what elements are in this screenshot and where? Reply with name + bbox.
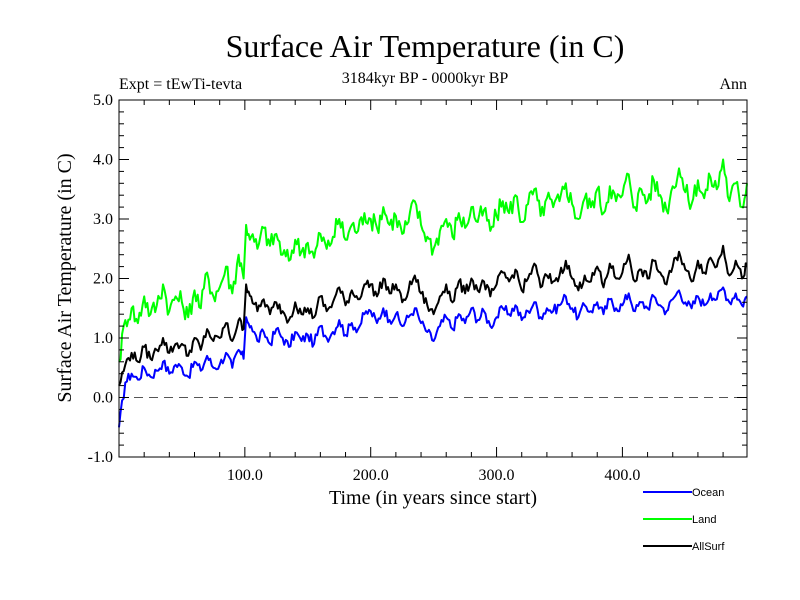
experiment-label: Expt = tEwTi-tevta <box>119 76 242 93</box>
y-tick-label: 0.0 <box>93 390 113 407</box>
y-tick-label: 2.0 <box>93 271 113 288</box>
legend-label-land: Land <box>692 514 716 526</box>
plot-frame <box>118 99 748 458</box>
plot-series <box>118 158 748 428</box>
tick-labels: 100.0 200.0 300.0 400.0 -1.0 0.0 1.0 2.0 3.0 4.0 5… <box>88 92 641 484</box>
season-label: Ann <box>719 76 747 93</box>
series-line-allsurf <box>118 244 748 386</box>
y-tick-label: 4.0 <box>93 152 113 169</box>
y-tick-label: 5.0 <box>93 92 113 109</box>
legend: Ocean Land AllSurf <box>643 487 725 553</box>
x-tick-label: 200.0 <box>353 467 389 484</box>
axes <box>118 99 748 458</box>
series-line-ocean <box>118 286 748 428</box>
series-line-land <box>118 158 748 363</box>
chart-title: Surface Air Temperature (in C) <box>226 28 625 64</box>
legend-label-ocean: Ocean <box>692 487 724 499</box>
y-tick-label: 1.0 <box>93 330 113 347</box>
x-tick-label: 300.0 <box>479 467 515 484</box>
x-tick-label: 100.0 <box>227 467 263 484</box>
chart-subtitle: 3184kyr BP - 0000kyr BP <box>342 70 509 87</box>
x-tick-label: 400.0 <box>604 467 640 484</box>
x-axis-label: Time (in years since start) <box>329 487 537 509</box>
legend-label-allsurf: AllSurf <box>692 541 725 553</box>
y-tick-label: 3.0 <box>93 211 113 228</box>
y-axis-label: Surface Air Temperature (in C) <box>54 153 76 402</box>
y-tick-label: -1.0 <box>88 449 113 466</box>
